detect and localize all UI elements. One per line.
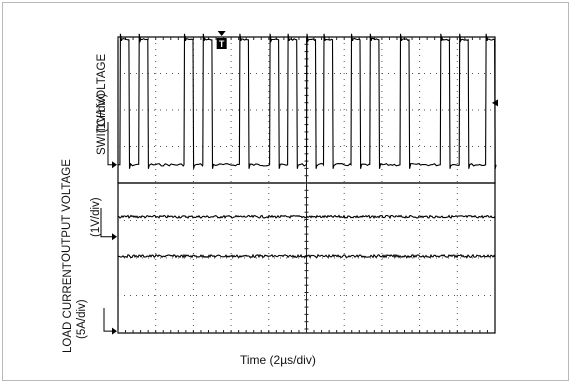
load-current-trace [117, 253, 496, 259]
load-current-units: (5A/div) [76, 299, 88, 339]
output-voltage-trace [117, 214, 496, 220]
load-current-label: LOAD CURRENT [62, 262, 74, 353]
switch-channel-leader [107, 122, 115, 166]
scope-traces [117, 33, 497, 259]
output-voltage-units: (1V/div) [90, 197, 102, 237]
trigger-level-marker [492, 99, 498, 107]
output-channel-arrow [112, 233, 117, 241]
trigger-position-letter: T [219, 39, 225, 49]
trigger-position-arrow [217, 31, 226, 36]
load-channel-arrow [112, 327, 117, 335]
switch-voltage-trace [117, 33, 497, 169]
switch-voltage-units: (1V/div) [96, 93, 108, 133]
x-axis-label: Time (2µs/div) [240, 353, 316, 367]
output-voltage-label: OUTPUT VOLTAGE [61, 159, 73, 262]
switch-channel-arrow [112, 161, 117, 169]
scope-markers: T [100, 31, 498, 335]
figure-frame [2, 2, 569, 381]
output-channel-leader [100, 208, 115, 238]
load-channel-leader [103, 308, 115, 332]
trigger-position-box [216, 38, 227, 49]
